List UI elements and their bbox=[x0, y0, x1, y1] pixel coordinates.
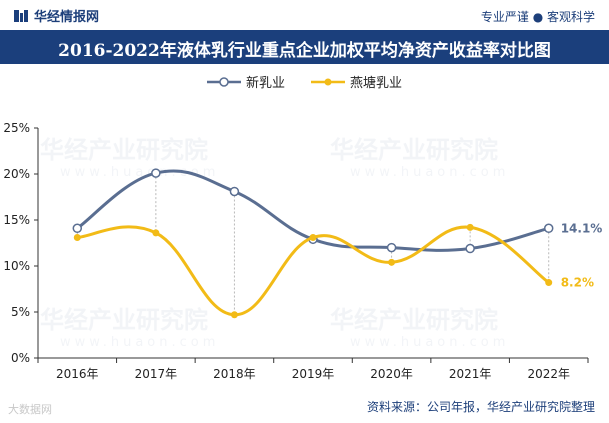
y-tick-label: 10% bbox=[3, 259, 30, 273]
legend-swatch-series-1 bbox=[206, 76, 241, 87]
top-bar: 华经情报网 专业严谨 ● 客观科学 bbox=[0, 0, 609, 30]
chart-legend: 新乳业 燕塘乳业 bbox=[0, 72, 609, 91]
legend-item-series-2: 燕塘乳业 bbox=[311, 72, 402, 91]
watermark-url: www.huaon.com bbox=[60, 165, 220, 180]
data-point-series-2 bbox=[230, 311, 238, 319]
x-tick-label: 2017年 bbox=[135, 367, 178, 381]
corner-watermark: 大数据网 bbox=[8, 403, 52, 416]
watermark-url: www.huaon.com bbox=[60, 335, 220, 350]
x-tick-label: 2022年 bbox=[527, 367, 570, 381]
data-point-series-2 bbox=[309, 233, 317, 241]
watermark-url: www.huaon.com bbox=[350, 165, 510, 180]
chart-title: 2016-2022年液体乳行业重点企业加权平均净资产收益率对比图 bbox=[58, 41, 551, 61]
watermark-text: 华经产业研究院 bbox=[330, 136, 498, 164]
source-note: 资料来源：公司年报，华经产业研究院整理 bbox=[366, 400, 595, 414]
watermark-text: 华经产业研究院 bbox=[40, 136, 208, 164]
watermark-text: 华经产业研究院 bbox=[40, 306, 208, 334]
legend-label-series-2: 燕塘乳业 bbox=[350, 76, 403, 91]
data-point-series-1 bbox=[465, 243, 475, 254]
data-point-series-2 bbox=[466, 223, 474, 231]
end-value-label-series-1: 14.1% bbox=[561, 221, 603, 235]
data-point-series-1 bbox=[151, 168, 161, 178]
y-tick-label: 20% bbox=[3, 167, 30, 181]
brand-name: 华经情报网 bbox=[34, 10, 100, 25]
x-tick-label: 2020年 bbox=[370, 367, 413, 381]
watermark-url: www.huaon.com bbox=[350, 335, 510, 350]
data-point-series-1 bbox=[229, 186, 240, 197]
end-value-label-series-2: 8.2% bbox=[561, 276, 594, 290]
slogan: 专业严谨 ● 客观科学 bbox=[480, 10, 595, 24]
brand: 华经情报网 bbox=[14, 6, 99, 25]
data-point-series-2 bbox=[388, 258, 396, 266]
y-tick-label: 5% bbox=[11, 305, 30, 319]
watermark-text: 华经产业研究院 bbox=[330, 306, 498, 334]
y-tick-label: 15% bbox=[3, 213, 30, 227]
y-tick-label: 0% bbox=[11, 351, 30, 365]
data-point-series-2 bbox=[545, 279, 553, 287]
x-tick-label: 2019年 bbox=[292, 367, 335, 381]
data-point-series-2 bbox=[73, 233, 81, 241]
legend-item-series-1: 新乳业 bbox=[206, 72, 285, 91]
data-point-series-1 bbox=[543, 223, 554, 234]
data-point-series-1 bbox=[386, 242, 397, 253]
x-tick-label: 2021年 bbox=[449, 367, 492, 381]
data-point-series-2 bbox=[152, 229, 160, 237]
legend-swatch-series-2 bbox=[311, 78, 345, 85]
y-tick-label: 25% bbox=[3, 121, 30, 135]
x-tick-label: 2018年 bbox=[213, 367, 256, 381]
data-point-series-1 bbox=[72, 223, 83, 234]
brand-logo-icon bbox=[14, 9, 28, 22]
x-tick-label: 2016年 bbox=[56, 367, 99, 381]
title-bar: 2016-2022年液体乳行业重点企业加权平均净资产收益率对比图 bbox=[0, 30, 609, 64]
legend-label-series-1: 新乳业 bbox=[245, 76, 285, 91]
